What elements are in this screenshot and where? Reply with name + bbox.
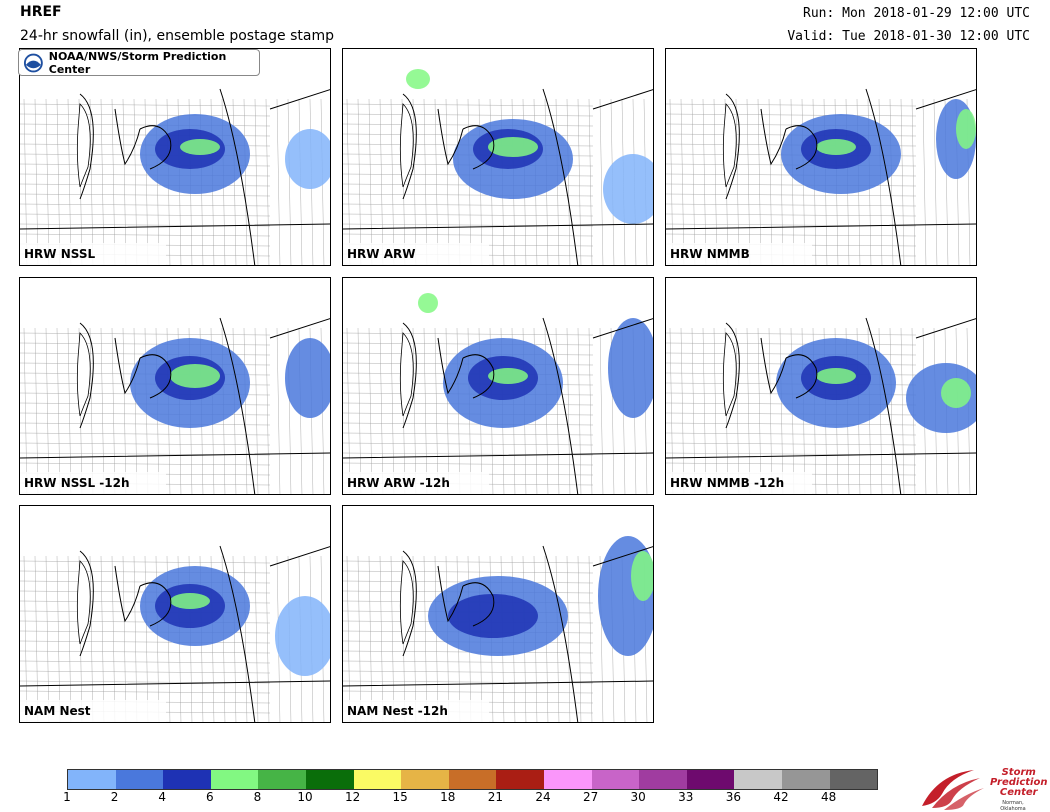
panel-label: HRW NSSL [20, 243, 166, 265]
legend-swatch [448, 770, 497, 789]
snowfall-area [448, 594, 538, 638]
badge-text: NOAA/NWS/Storm Prediction Center [48, 49, 227, 76]
legend-colorbar [67, 769, 879, 790]
map-panel: HRW NMMB -12h [665, 277, 977, 495]
snowfall-area [285, 338, 330, 418]
legend-swatch [305, 770, 354, 789]
snowfall-area [406, 69, 430, 89]
product-subtitle: 24-hr snowfall (in), ensemble postage st… [20, 28, 334, 44]
legend-tick: 27 [582, 790, 599, 804]
legend-swatch [686, 770, 735, 789]
snowfall-area [603, 154, 653, 224]
snowfall-area [170, 593, 210, 609]
panel-label: NAM Nest [20, 700, 166, 722]
map-panel: HRW ARW -12h [342, 277, 654, 495]
snowfall-area [180, 139, 220, 155]
legend-tick: 4 [158, 790, 167, 804]
legend-tick: 18 [440, 790, 456, 804]
panel-label: HRW NMMB -12h [666, 472, 812, 494]
snowfall-area [631, 551, 653, 601]
panel-label: HRW ARW -12h [343, 472, 489, 494]
panel-label: HRW ARW [343, 243, 489, 265]
legend-tick: 21 [487, 790, 504, 804]
legend-swatch [401, 770, 449, 789]
legend-swatch [258, 770, 306, 789]
legend-swatch [639, 770, 687, 789]
legend-tick-labels: 1 2 4 6 8 10 12 15 18 21 24 27 30 33 36 42 48 [0, 790, 1050, 810]
snowfall-area [956, 109, 976, 149]
legend-swatch [115, 770, 164, 789]
legend-tick: 1 [63, 790, 71, 804]
panel-label: NAM Nest -12h [343, 700, 489, 722]
legend-swatch [734, 770, 782, 789]
legend-tick: 6 [205, 790, 214, 804]
legend-swatch [210, 770, 259, 789]
snowfall-map [343, 293, 653, 494]
legend-tick: 33 [678, 790, 694, 804]
legend-tick: 10 [297, 790, 313, 804]
spc-logo-text: Storm Prediction Center [990, 767, 1048, 798]
legend-swatch [591, 770, 640, 789]
run-time: Run: Mon 2018-01-29 12:00 UTC [803, 6, 1030, 21]
legend-swatch [163, 770, 211, 789]
snowfall-area [488, 137, 538, 157]
legend-tick: 24 [535, 790, 551, 804]
snowfall-map [666, 317, 976, 494]
legend-swatch [353, 770, 402, 789]
legend-tick: 12 [344, 790, 361, 804]
legend-swatch [543, 770, 592, 789]
snowfall-area [608, 318, 653, 418]
panel-label: HRW NMMB [666, 243, 812, 265]
legend-tick: 42 [773, 790, 789, 804]
snowfall-area [418, 293, 438, 313]
map-panel: HRW NMMB [665, 48, 977, 266]
legend-swatch [829, 770, 878, 789]
snowfall-area [275, 596, 330, 676]
snowfall-map [343, 69, 653, 265]
map-panel: HRW NSSL -12h [19, 277, 331, 495]
legend-swatch [496, 770, 544, 789]
valid-time: Valid: Tue 2018-01-30 12:00 UTC [787, 29, 1030, 44]
product-title: HREF [20, 4, 62, 20]
snowfall-map [20, 88, 330, 265]
spc-location: Norman, Oklahoma [1000, 800, 1026, 812]
legend-tick: 48 [820, 790, 837, 804]
map-panel: NAM Nest [19, 505, 331, 723]
spc-logo-icon [922, 770, 984, 810]
snowfall-map [20, 317, 330, 494]
map-panel: NAM Nest -12h [342, 505, 654, 723]
snowfall-area [488, 368, 528, 384]
snowfall-area [816, 139, 856, 155]
snowfall-area [941, 378, 971, 408]
map-panel: HRW NSSL [19, 48, 331, 266]
snowfall-area [285, 129, 330, 189]
legend-swatch [68, 770, 116, 789]
legend-tick: 2 [110, 790, 119, 804]
noaa-badge: NOAA/NWS/Storm Prediction Center [18, 49, 260, 76]
snowfall-map [20, 545, 330, 722]
map-panel: HRW ARW [342, 48, 654, 266]
legend-tick: 8 [253, 790, 262, 804]
snowfall-area [170, 364, 220, 388]
legend-tick: 36 [725, 790, 742, 804]
snowfall-map [343, 536, 653, 722]
snowfall-map [666, 88, 976, 265]
panel-label: HRW NSSL -12h [20, 472, 166, 494]
legend-tick: 30 [630, 790, 646, 804]
legend-swatch [781, 770, 830, 789]
snowfall-area [816, 368, 856, 384]
legend-tick: 15 [392, 790, 408, 804]
noaa-logo-icon [23, 53, 43, 72]
